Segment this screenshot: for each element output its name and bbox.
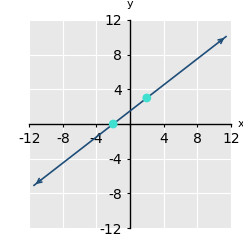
Point xyxy=(111,122,115,126)
Text: x: x xyxy=(238,119,243,129)
Text: y: y xyxy=(127,0,133,9)
Point xyxy=(145,96,149,100)
